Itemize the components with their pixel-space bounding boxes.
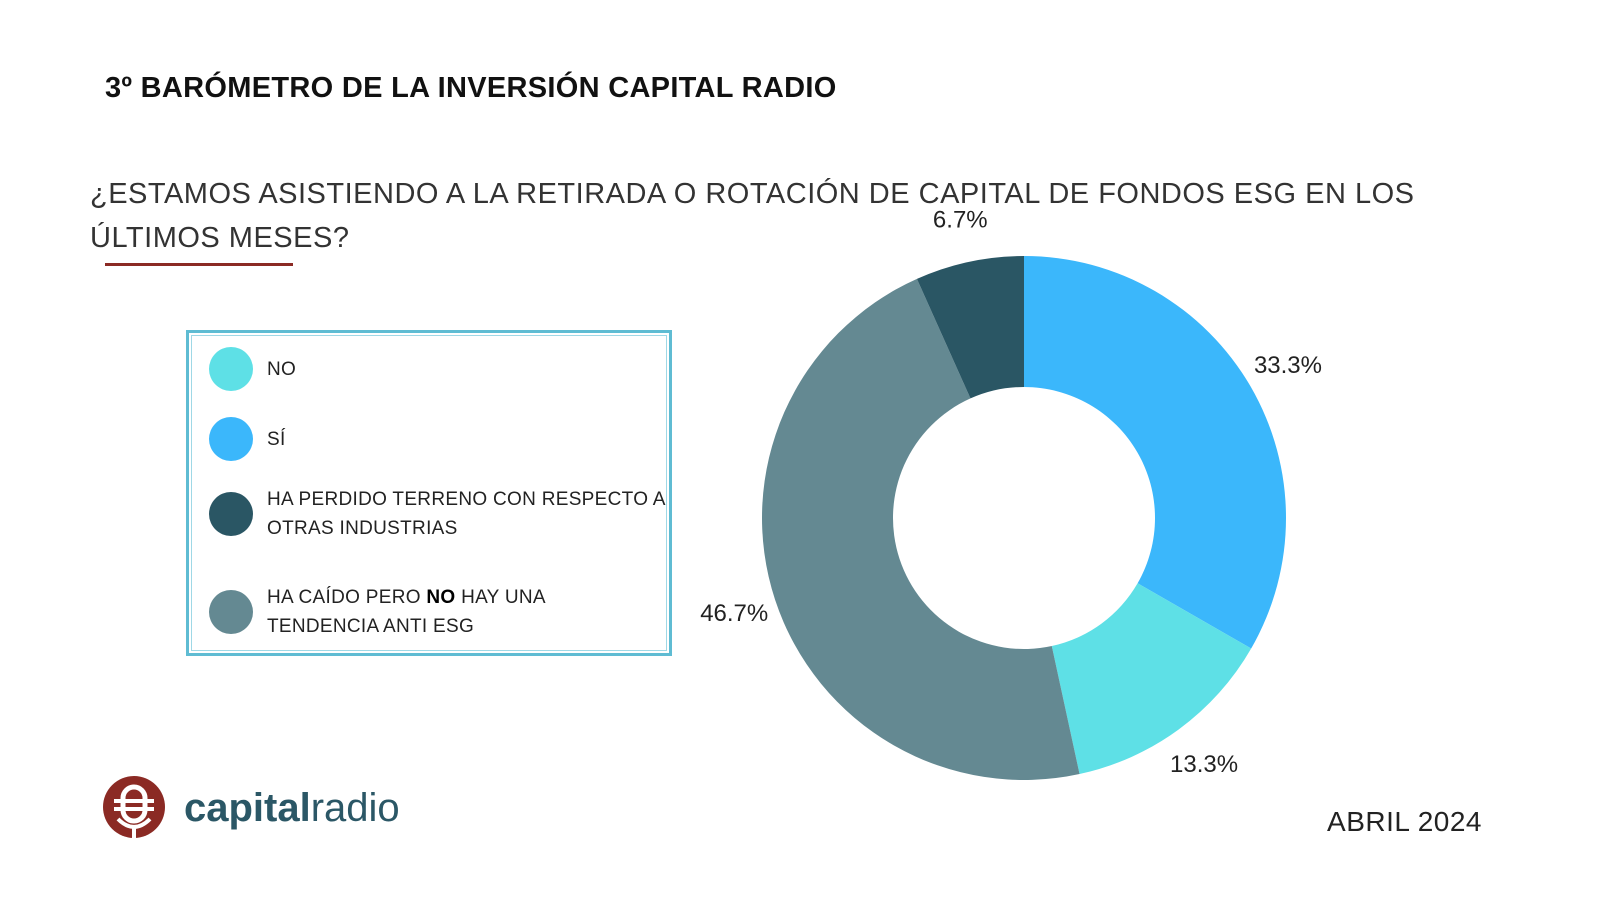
legend-item-si: SÍ (209, 417, 286, 461)
chart-legend: NO SÍ HA PERDIDO TERRENO CON RESPECTO A … (186, 330, 672, 656)
legend-item-ha-caido: HA CAÍDO PERO NO HAY UNA TENDENCIA ANTI … (209, 583, 597, 641)
legend-label-part: HA CAÍDO PERO (267, 587, 427, 608)
legend-swatch (209, 492, 253, 536)
legend-swatch (209, 417, 253, 461)
legend-item-ha-perdido: HA PERDIDO TERRENO CON RESPECTO A OTRAS … (209, 485, 667, 543)
survey-date: ABRIL 2024 (1327, 806, 1482, 837)
legend-label: HA CAÍDO PERO NO HAY UNA TENDENCIA ANTI … (267, 583, 597, 641)
microphone-logo-icon (103, 776, 165, 839)
legend-label-part: HAY UNA TENDENCIA ANTI ESG (267, 587, 545, 637)
logo-text-light: radio (310, 785, 400, 830)
legend-label: SÍ (267, 428, 286, 450)
slice-value-label: 33.3% (1254, 352, 1322, 379)
legend-label: NO (267, 358, 297, 380)
donut-slice (762, 278, 1080, 780)
slice-value-label: 13.3% (1170, 751, 1238, 778)
slice-value-label: 6.7% (933, 207, 988, 234)
capitalradio-logo: capitalradio (102, 775, 400, 841)
logo-text: capitalradio (184, 786, 400, 831)
donut-slice (1024, 256, 1286, 649)
logo-text-bold: capital (184, 785, 311, 830)
legend-swatch (209, 347, 253, 391)
title-underline (105, 263, 293, 266)
donut-slice (1051, 583, 1252, 775)
donut-slice (916, 256, 1024, 399)
chart-question: ¿ESTAMOS ASISTIENDO A LA RETIRADA O ROTA… (90, 178, 1415, 254)
legend-swatch (209, 590, 253, 634)
legend-item-no: NO (209, 347, 296, 391)
page-title: 3º BARÓMETRO DE LA INVERSIÓN CAPITAL RAD… (105, 72, 837, 104)
legend-label: HA PERDIDO TERRENO CON RESPECTO A OTRAS … (267, 489, 665, 539)
slice-value-label: 46.7% (700, 600, 768, 627)
legend-label-emphasis: NO (426, 587, 456, 608)
